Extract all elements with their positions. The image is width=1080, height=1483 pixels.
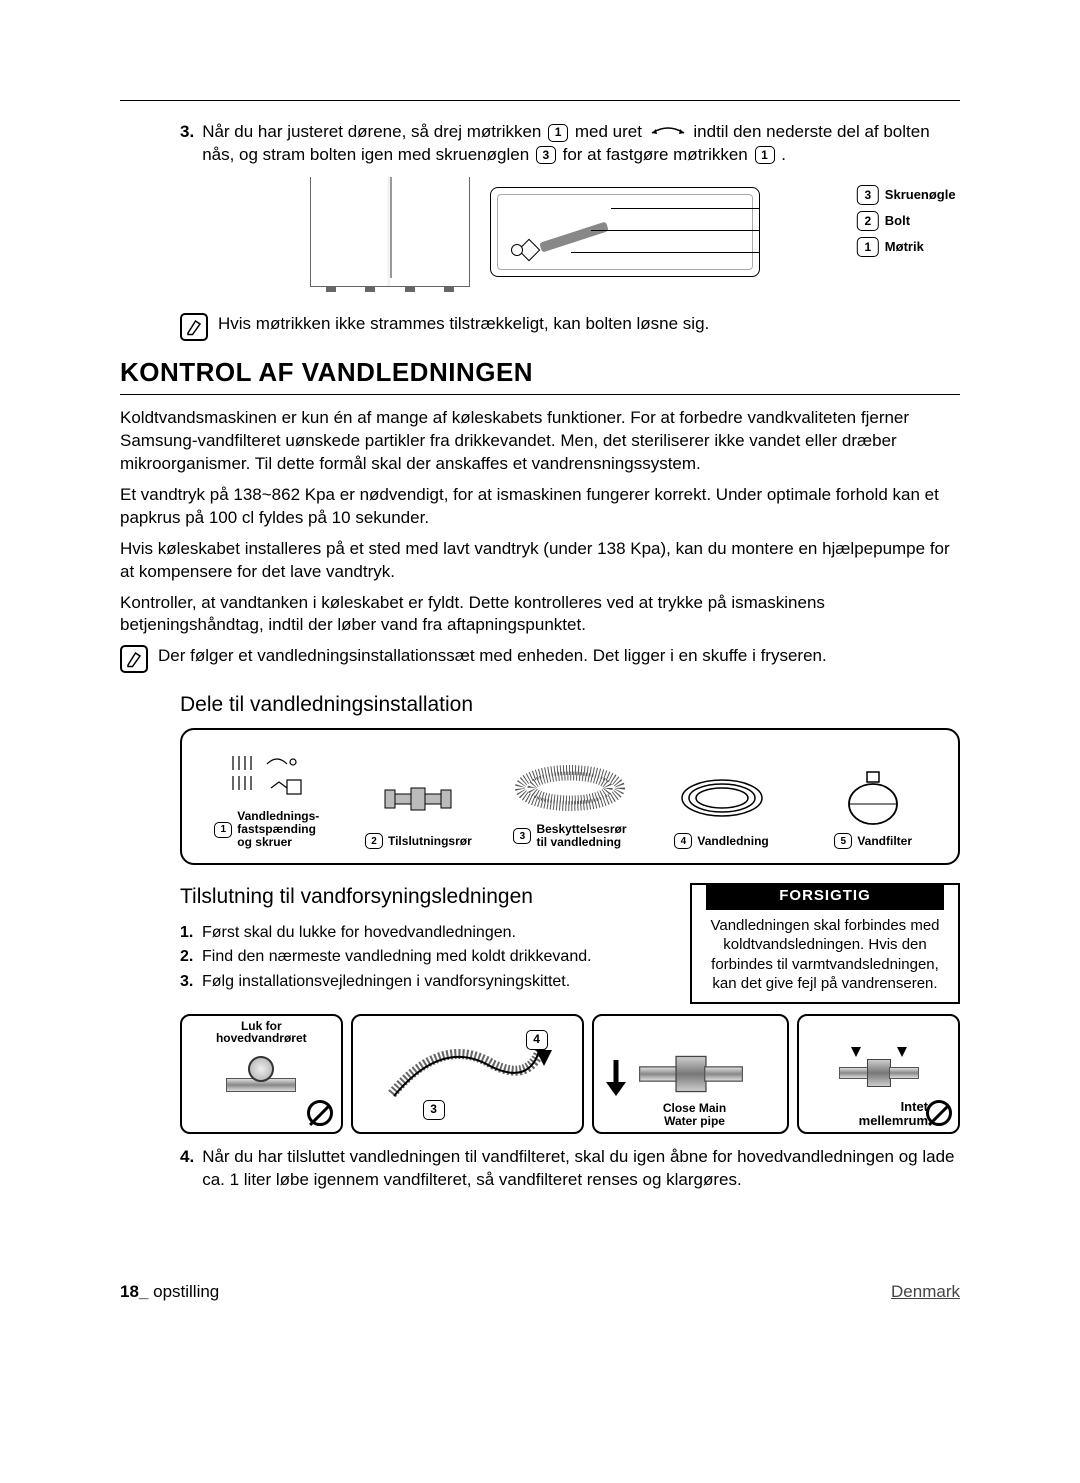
badge-4-icon: 4 [526, 1030, 548, 1050]
footer-country: Denmark [891, 1281, 960, 1304]
caution-box: FORSIGTIG Vandledningen skal forbindes m… [690, 883, 960, 1003]
part-label: Tilslutningsrør [388, 835, 472, 848]
para-4: Kontroller, at vandtanken i køleskabet e… [120, 592, 960, 638]
connector-pipe-icon [383, 778, 453, 818]
para-1: Koldtvandsmaskinen er kun én af mange af… [120, 407, 960, 476]
step3-text: Når du har justeret dørene, så drej møtr… [202, 121, 960, 167]
note1-text: Hvis møtrikken ikke strammes tilstrækkel… [218, 313, 709, 336]
no-symbol-icon [926, 1100, 952, 1126]
caution-body: Vandledningen skal forbindes med koldtva… [692, 910, 958, 1002]
callout-item: 2 Bolt [857, 211, 956, 231]
caution-head: FORSIGTIG [706, 883, 944, 909]
badge-1-icon: 1 [548, 124, 568, 142]
connect-section: Tilslutning til vandforsyningsledningen … [180, 883, 960, 1003]
callout-label: Bolt [885, 212, 910, 230]
wrench-arrow-icon [650, 125, 686, 141]
diagram-door-adjust: 3 Skruenøgle 2 Bolt 1 Møtrik [120, 177, 960, 297]
badge-3-icon: 3 [423, 1100, 445, 1120]
cell1-label: Luk for hovedvandrøret [182, 1020, 341, 1045]
badge-3-icon: 3 [536, 146, 556, 164]
part-badge: 1 [214, 822, 232, 838]
callout-badge: 1 [857, 237, 879, 257]
step3-text-a: Når du har justeret dørene, så drej møtr… [202, 122, 546, 141]
arrow-down-icon [536, 1050, 552, 1066]
callout-item: 3 Skruenøgle [857, 185, 956, 205]
callout-label: Møtrik [885, 238, 924, 256]
callout-list: 3 Skruenøgle 2 Bolt 1 Møtrik [857, 185, 956, 257]
part-badge: 2 [365, 833, 383, 849]
part-badge: 5 [834, 833, 852, 849]
part-4: 4 Vandledning [651, 771, 793, 849]
parts-box: 1 Vandlednings- fastspænding og skruer 2… [180, 728, 960, 866]
step3-text-b: med uret [575, 122, 647, 141]
part-2: 2 Tilslutningsrør [348, 771, 490, 849]
step4-t: Når du har tilsluttet vandledningen til … [202, 1146, 960, 1192]
page-number: 18_ [120, 1282, 148, 1301]
water-filter-icon [843, 770, 903, 826]
part-label: Vandledning [697, 835, 768, 848]
step-n: 1. [180, 922, 202, 944]
section-title: KONTROL AF VANDLEDNINGEN [120, 355, 960, 395]
close-arrow-icon [602, 1056, 632, 1102]
step-t: Først skal du lukke for hovedvandledning… [202, 922, 516, 944]
note-1: Hvis møtrikken ikke strammes tilstrækkel… [180, 313, 960, 341]
parts-title: Dele til vandledningsinstallation [180, 691, 960, 719]
step-n: 3. [180, 971, 202, 993]
para-3: Hvis køleskabet installeres på et sted m… [120, 538, 960, 584]
badge-1b-icon: 1 [755, 146, 775, 164]
connect-steps: 1.Først skal du lukke for hovedvandledni… [180, 922, 670, 993]
protective-hose-icon [515, 765, 625, 811]
part-5: 5 Vandfilter [802, 771, 944, 849]
arrow-down-icon [897, 1047, 907, 1057]
install-diagram-row: Luk for hovedvandrøret 4 3 Close Main Wa… [180, 1014, 960, 1134]
step3-text-e: . [781, 145, 786, 164]
top-rule [120, 100, 960, 101]
clamps-screws-icon [227, 750, 307, 800]
part-label: Beskyttelsesrør til vandledning [536, 823, 626, 849]
diagram-cell-1: Luk for hovedvandrøret [180, 1014, 343, 1134]
callout-item: 1 Møtrik [857, 237, 956, 257]
note2-text: Der følger et vandledningsinstallationss… [158, 645, 827, 668]
part-label: Vandlednings- fastspænding og skruer [237, 810, 319, 850]
callout-label: Skruenøgle [885, 186, 956, 204]
step4-n: 4. [180, 1146, 194, 1192]
part-badge: 3 [513, 828, 531, 844]
note-2: Der følger et vandledningsinstallationss… [120, 645, 960, 673]
callout-badge: 2 [857, 211, 879, 231]
water-line-icon [677, 775, 767, 821]
step-n: 2. [180, 946, 202, 968]
callout-badge: 3 [857, 185, 879, 205]
step-t: Følg installationsvejledningen i vandfor… [202, 971, 570, 993]
diagram-cell-4: Intet mellemrum [797, 1014, 960, 1134]
step-4: 4. Når du har tilsluttet vandledningen t… [180, 1146, 960, 1192]
part-badge: 4 [674, 833, 692, 849]
footer-section: opstilling [153, 1282, 219, 1301]
page-footer: 18_ opstilling Denmark [120, 1281, 960, 1304]
arrow-down-icon [851, 1047, 861, 1057]
note-icon [180, 313, 208, 341]
cell4-label: Intet mellemrum [859, 1100, 928, 1127]
part-1: 1 Vandlednings- fastspænding og skruer [196, 748, 338, 850]
step3-number: 3. [180, 121, 194, 144]
step-t: Find den nærmeste vandledning med koldt … [202, 946, 592, 968]
diagram-cell-2: 4 3 [351, 1014, 584, 1134]
no-symbol-icon [307, 1100, 333, 1126]
part-3: 3 Beskyttelsesrør til vandledning [499, 761, 641, 849]
diagram-cell-3: Close Main Water pipe [592, 1014, 790, 1134]
step-3: 3. Når du har justeret dørene, så drej m… [120, 121, 960, 167]
para-2: Et vandtryk på 138~862 Kpa er nødvendigt… [120, 484, 960, 530]
part-label: Vandfilter [857, 835, 912, 848]
step3-text-d: for at fastgøre møtrikken [563, 145, 753, 164]
connect-title: Tilslutning til vandforsyningsledningen [180, 883, 670, 911]
cell3-label: Close Main Water pipe [606, 1102, 784, 1127]
note-icon [120, 645, 148, 673]
